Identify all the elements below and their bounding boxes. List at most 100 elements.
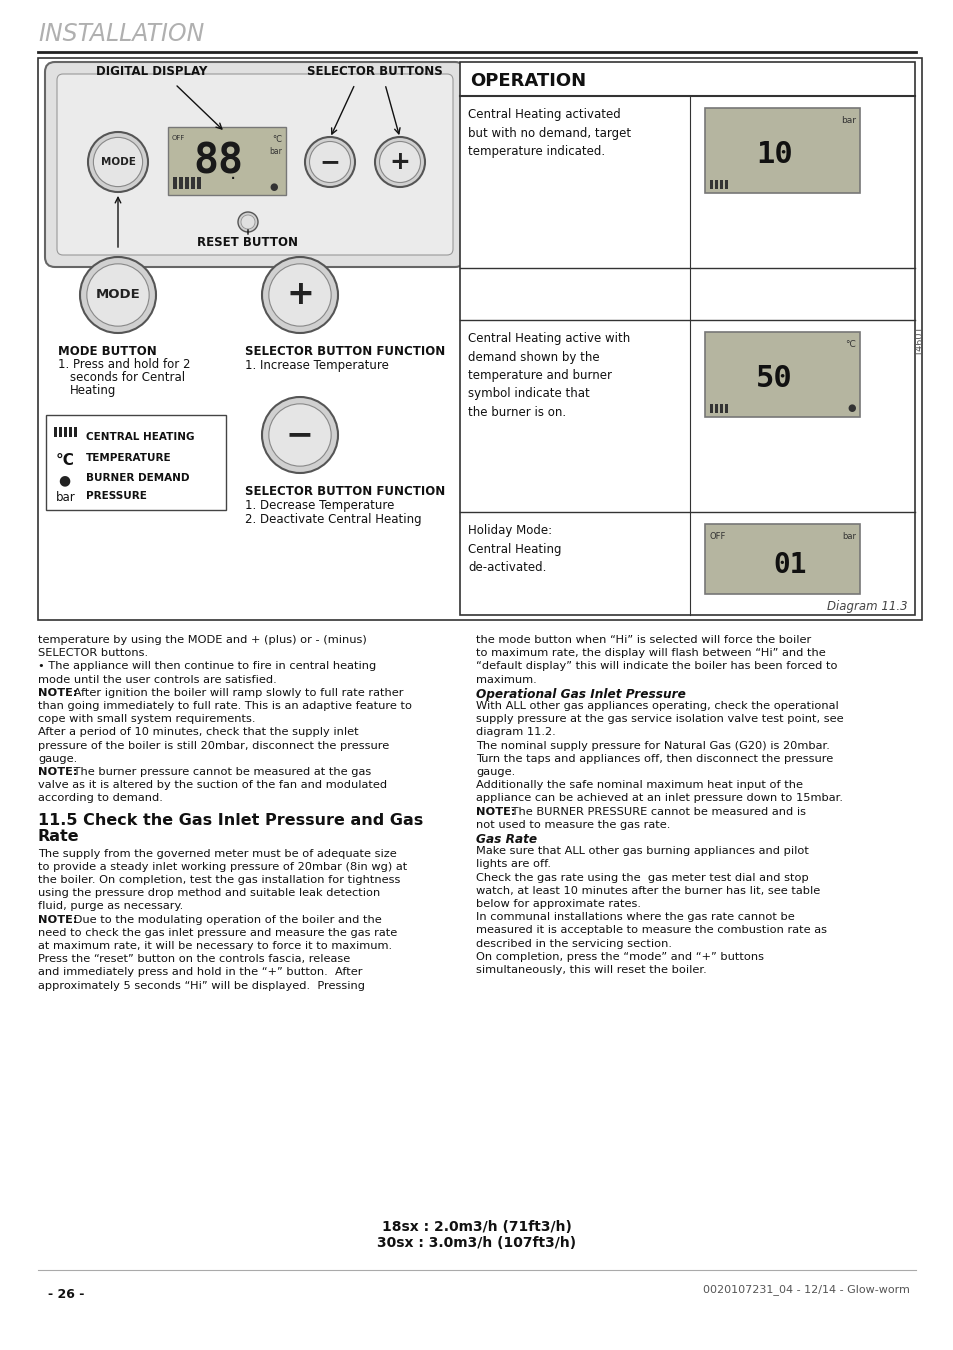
Text: +: + <box>286 278 314 312</box>
Text: temperature by using the MODE and + (plus) or - (minus): temperature by using the MODE and + (plu… <box>38 634 366 645</box>
Bar <box>168 127 286 194</box>
Text: °C: °C <box>272 135 282 144</box>
Text: °C: °C <box>844 340 855 350</box>
Text: Heating: Heating <box>70 383 116 397</box>
Text: • The appliance will then continue to fire in central heating: • The appliance will then continue to fi… <box>38 662 375 671</box>
Bar <box>720 180 722 189</box>
Text: INSTALLATION: INSTALLATION <box>38 22 204 46</box>
Text: bar: bar <box>56 491 75 504</box>
Text: - 26 -: - 26 - <box>48 1288 84 1301</box>
Text: After a period of 10 minutes, check that the supply inlet: After a period of 10 minutes, check that… <box>38 728 358 737</box>
Text: .: . <box>230 163 236 184</box>
Text: bar: bar <box>841 532 855 541</box>
Text: MODE: MODE <box>100 157 135 167</box>
Circle shape <box>241 215 254 230</box>
Text: The nominal supply pressure for Natural Gas (G20) is 20mbar.: The nominal supply pressure for Natural … <box>476 741 829 751</box>
Text: RESET BUTTON: RESET BUTTON <box>197 236 298 248</box>
Text: valve as it is altered by the suction of the fan and modulated: valve as it is altered by the suction of… <box>38 780 387 790</box>
Circle shape <box>309 142 350 182</box>
Text: according to demand.: according to demand. <box>38 794 163 803</box>
Text: ●: ● <box>58 472 71 487</box>
Text: The burner pressure cannot be measured at the gas: The burner pressure cannot be measured a… <box>70 767 371 778</box>
Text: °C: °C <box>56 454 74 468</box>
Text: MODE: MODE <box>95 289 140 301</box>
Text: Rate: Rate <box>38 829 79 844</box>
Text: TEMPERATURE: TEMPERATURE <box>86 454 172 463</box>
Circle shape <box>93 138 142 186</box>
Circle shape <box>88 132 148 192</box>
Text: MODE BUTTON: MODE BUTTON <box>58 346 156 358</box>
Text: need to check the gas inlet pressure and measure the gas rate: need to check the gas inlet pressure and… <box>38 927 396 938</box>
Text: −: − <box>319 150 340 174</box>
Text: 11.5 Check the Gas Inlet Pressure and Gas: 11.5 Check the Gas Inlet Pressure and Ga… <box>38 813 423 828</box>
Bar <box>191 177 194 189</box>
Circle shape <box>262 256 337 333</box>
Text: 0020107231_04 - 12/14 - Glow-worm: 0020107231_04 - 12/14 - Glow-worm <box>702 1285 909 1296</box>
Text: measured it is acceptable to measure the combustion rate as: measured it is acceptable to measure the… <box>476 925 826 936</box>
Bar <box>46 414 226 510</box>
Text: fluid, purge as necessary.: fluid, purge as necessary. <box>38 902 183 911</box>
Circle shape <box>379 142 420 182</box>
Circle shape <box>269 263 331 327</box>
Text: SELECTOR BUTTONS: SELECTOR BUTTONS <box>307 65 442 78</box>
Bar <box>54 427 57 437</box>
Bar <box>459 62 914 616</box>
Text: In communal installations where the gas rate cannot be: In communal installations where the gas … <box>476 913 794 922</box>
Text: Central Heating activated
but with no demand, target
temperature indicated.: Central Heating activated but with no de… <box>468 108 631 158</box>
Text: The supply from the governed meter must be of adequate size: The supply from the governed meter must … <box>38 849 396 859</box>
Text: cope with small system requirements.: cope with small system requirements. <box>38 714 255 724</box>
Text: PRESSURE: PRESSURE <box>86 491 147 501</box>
Text: 10: 10 <box>756 140 792 169</box>
Bar <box>38 58 921 620</box>
Bar <box>714 180 718 189</box>
Text: 1. Decrease Temperature: 1. Decrease Temperature <box>245 500 394 512</box>
Text: ●: ● <box>270 182 278 192</box>
FancyBboxPatch shape <box>57 74 453 255</box>
Bar <box>196 177 201 189</box>
Text: below for approximate rates.: below for approximate rates. <box>476 899 640 909</box>
Circle shape <box>262 397 337 472</box>
Text: 30sx : 3.0m3/h (107ft3/h): 30sx : 3.0m3/h (107ft3/h) <box>377 1237 576 1250</box>
Text: OFF: OFF <box>172 135 185 140</box>
Text: maximum.: maximum. <box>476 675 537 684</box>
Bar <box>714 404 718 413</box>
Text: SELECTOR BUTTON FUNCTION: SELECTOR BUTTON FUNCTION <box>245 485 445 498</box>
Text: NOTE:: NOTE: <box>38 767 77 778</box>
Text: gauge.: gauge. <box>476 767 515 778</box>
Bar <box>709 404 712 413</box>
Text: 88: 88 <box>193 140 243 184</box>
Text: appliance can be achieved at an inlet pressure down to 15mbar.: appliance can be achieved at an inlet pr… <box>476 794 842 803</box>
Circle shape <box>87 263 149 327</box>
Text: watch, at least 10 minutes after the burner has lit, see table: watch, at least 10 minutes after the bur… <box>476 886 820 896</box>
Bar <box>724 404 727 413</box>
Text: to provide a steady inlet working pressure of 20mbar (8in wg) at: to provide a steady inlet working pressu… <box>38 861 407 872</box>
Bar <box>704 332 859 417</box>
Text: 1. Press and hold for 2: 1. Press and hold for 2 <box>58 358 191 371</box>
Bar <box>59 427 62 437</box>
Bar <box>172 177 177 189</box>
Text: simultaneously, this will reset the boiler.: simultaneously, this will reset the boil… <box>476 965 706 975</box>
Circle shape <box>237 212 257 232</box>
Text: the mode button when “Hi” is selected will force the boiler: the mode button when “Hi” is selected wi… <box>476 634 810 645</box>
Bar <box>704 108 859 193</box>
FancyBboxPatch shape <box>45 62 464 267</box>
Text: 2. Deactivate Central Heating: 2. Deactivate Central Heating <box>245 513 421 526</box>
Text: 01: 01 <box>773 551 806 579</box>
Text: Holiday Mode:
Central Heating
de-activated.: Holiday Mode: Central Heating de-activat… <box>468 524 561 574</box>
Text: NOTE:: NOTE: <box>476 806 515 817</box>
Bar <box>720 404 722 413</box>
Text: Diagram 11.3: Diagram 11.3 <box>826 599 907 613</box>
Bar <box>709 180 712 189</box>
Text: BURNER DEMAND: BURNER DEMAND <box>86 472 190 483</box>
Text: at maximum rate, it will be necessary to force it to maximum.: at maximum rate, it will be necessary to… <box>38 941 392 950</box>
Circle shape <box>269 404 331 466</box>
Bar <box>179 177 183 189</box>
Text: 50: 50 <box>756 364 792 393</box>
Text: 1. Increase Temperature: 1. Increase Temperature <box>245 359 389 373</box>
Circle shape <box>375 136 424 188</box>
Text: “default display” this will indicate the boiler has been forced to: “default display” this will indicate the… <box>476 662 837 671</box>
Text: Gas Rate: Gas Rate <box>476 833 537 846</box>
Text: Central Heating active with
demand shown by the
temperature and burner
symbol in: Central Heating active with demand shown… <box>468 332 630 418</box>
Text: SELECTOR buttons.: SELECTOR buttons. <box>38 648 148 659</box>
Text: SELECTOR BUTTON FUNCTION: SELECTOR BUTTON FUNCTION <box>245 346 445 358</box>
